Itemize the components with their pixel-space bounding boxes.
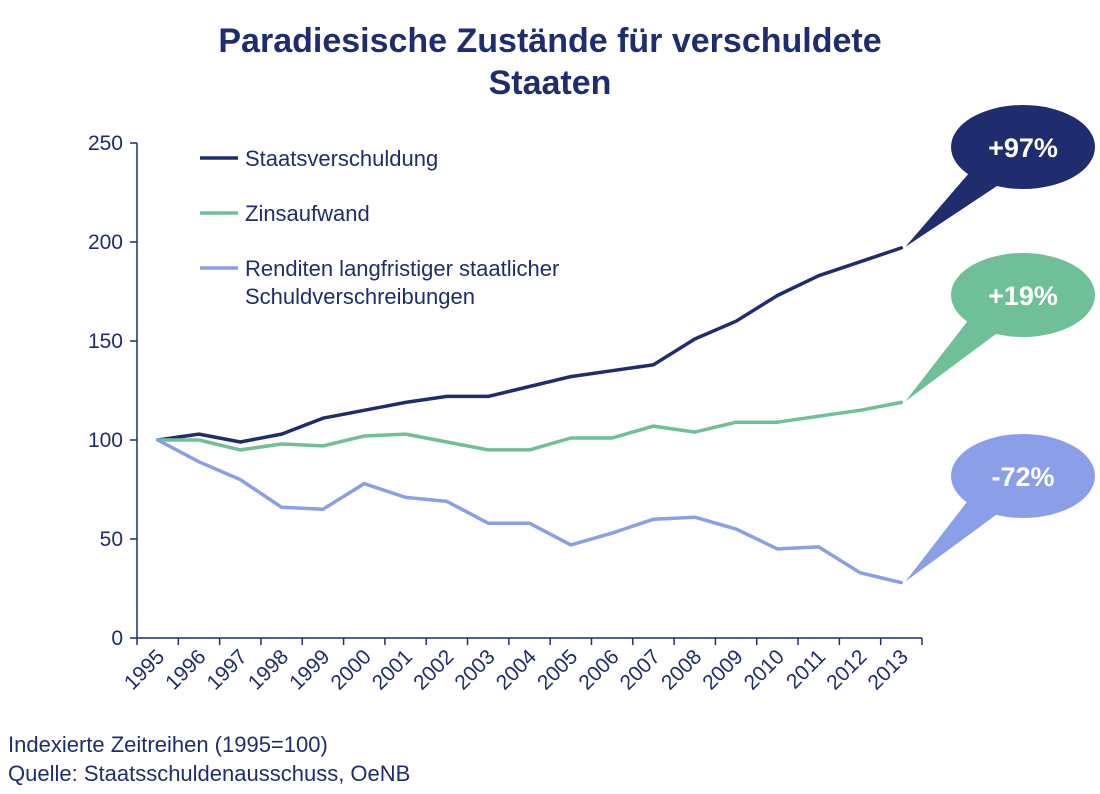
y-tick-label: 200 (88, 231, 123, 254)
callout-pointer-0 (905, 172, 1000, 247)
callout-pointer-2 (905, 498, 1000, 582)
x-tick-label: 1999 (285, 645, 334, 694)
callout-bubble-2 (951, 434, 1095, 518)
callout-0: +97% (905, 105, 1095, 247)
x-tick-label: 2002 (409, 645, 458, 694)
chart-series (155, 246, 904, 585)
x-tick-label: 2012 (822, 645, 871, 694)
callout-pointer-1 (905, 318, 1000, 402)
x-tick-label: 2000 (326, 645, 375, 694)
y-tick-label: 100 (88, 429, 123, 452)
x-tick-label: 2001 (368, 645, 417, 694)
x-tick-label: 2008 (657, 645, 706, 694)
callout-label-1: +19% (988, 281, 1058, 311)
x-tick-label: 1996 (161, 645, 210, 694)
footnote-source: Quelle: Staatsschuldenausschuss, OeNB (8, 761, 410, 786)
callout-label-2: -72% (991, 462, 1054, 492)
y-tick-label: 0 (111, 627, 123, 650)
x-tick-label: 1995 (120, 645, 169, 694)
y-tick-label: 50 (100, 528, 123, 551)
footnote-index: Indexierte Zeitreihen (1995=100) (8, 732, 328, 757)
y-tick-label: 150 (88, 330, 123, 353)
x-tick-label: 2007 (616, 645, 665, 694)
callout-label-0: +97% (988, 133, 1058, 163)
legend-label-0: Staatsverschuldung (245, 146, 438, 171)
x-tick-label: 2004 (492, 645, 542, 695)
chart-title-line-2: Staaten (489, 64, 612, 102)
x-tick-label: 2009 (698, 645, 747, 694)
callout-bubble-1 (951, 253, 1095, 337)
chart-legend: Staatsverschuldung Zinsaufwand Renditen la… (200, 146, 559, 309)
x-tick-label: 2003 (450, 645, 499, 694)
x-tick-label: 2005 (533, 645, 582, 694)
callout-bubble-0 (951, 105, 1095, 189)
series-line-1 (155, 400, 904, 452)
x-tick-label: 2013 (864, 645, 913, 694)
y-tick-label: 250 (88, 132, 123, 155)
x-tick-label: 1997 (203, 645, 252, 694)
x-tick-label: 2006 (574, 645, 623, 694)
callout-2: -72% (905, 434, 1095, 582)
legend-label-2-line-0: Renditen langfristiger staatlicher (245, 256, 559, 281)
series-line-0 (155, 246, 904, 444)
series-line-2 (155, 438, 904, 585)
chart-title-line-1: Paradiesische Zustände für verschuldete (218, 22, 881, 60)
callout-1: +19% (905, 253, 1095, 402)
chart-callouts: +97% +19% -72% (905, 105, 1095, 582)
x-tick-label: 2010 (740, 645, 789, 694)
x-tick-label: 2011 (782, 645, 830, 693)
x-tick-label: 1998 (244, 645, 293, 694)
legend-label-1: Zinsaufwand (245, 201, 370, 226)
legend-label-2-line-1: Schuldverschreibungen (245, 284, 475, 309)
chart-axes: 0501001502002501995199619971998199920002… (88, 132, 923, 695)
